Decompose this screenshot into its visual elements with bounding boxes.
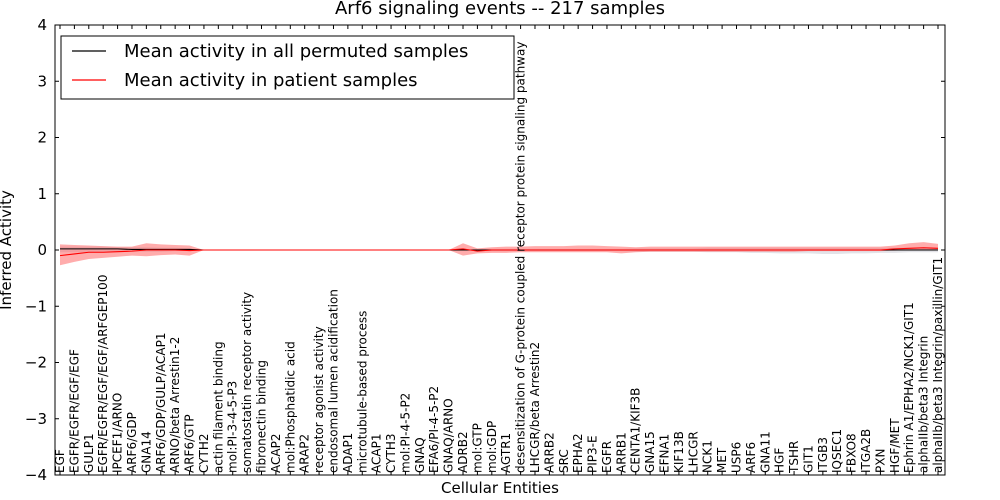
y-tick-label: 2 [37, 129, 47, 147]
category-label: EGF [53, 449, 67, 473]
category-label: GNAQ [413, 437, 427, 473]
chart-title: Arf6 signaling events -- 217 samples [335, 0, 665, 19]
category-label: ACAP1 [370, 434, 384, 473]
y-tick-label: −2 [25, 354, 47, 372]
category-label: SRC [557, 449, 571, 473]
category-label: AGTR1 [499, 433, 513, 473]
category-label: LHCGR/beta Arrestin2 [528, 342, 542, 473]
category-label: ARF6/GTP [183, 414, 197, 473]
category-label: PXN [873, 449, 887, 473]
y-tick-label: 3 [37, 72, 47, 90]
category-label: EGFR [600, 441, 614, 473]
category-label: ITGA2B [859, 429, 873, 473]
category-label: MET [715, 447, 729, 473]
category-label: USP6 [729, 442, 743, 473]
category-label: ACAP2 [269, 434, 283, 473]
category-label: actin filament binding [211, 341, 225, 473]
category-label: EGFR/EGFR/EGF/EGF/ARFGEP100 [96, 275, 110, 473]
category-label: microtubule-based process [355, 311, 369, 473]
category-label: fibronectin binding [255, 360, 269, 473]
category-label: desensitization of G-protein coupled rec… [514, 42, 528, 473]
legend-label-patient: Mean activity in patient samples [124, 70, 418, 91]
category-label: CYTH3 [384, 434, 398, 474]
category-label: LHCGR [686, 431, 700, 473]
category-label: IPCEF1/ARNO [111, 393, 125, 473]
category-label: GNA11 [758, 431, 772, 473]
category-label: ARRB1 [614, 432, 628, 473]
category-label: CYTH2 [197, 434, 211, 474]
category-label: GNA14 [139, 431, 153, 473]
category-label: PIP3-E [586, 435, 600, 473]
category-label: ARF6 [744, 442, 758, 473]
y-tick-label: 0 [37, 241, 47, 259]
category-label: EFA6/PI-4-5-P2 [427, 386, 441, 473]
series-line-patient [59, 247, 939, 257]
category-label: NCK1 [701, 440, 715, 473]
category-label: EFNA1 [658, 434, 672, 473]
y-tick-label: −3 [25, 410, 47, 428]
legend-label-permuted: Mean activity in all permuted samples [124, 41, 468, 62]
category-label: TSHR [787, 441, 801, 474]
category-label: mol:GTP [470, 423, 484, 473]
category-label: Ephrin A1/EPHA2/NCK1/GIT1 [902, 302, 916, 473]
category-label: ARF6/GDP/GULP/ACAP1 [154, 333, 168, 473]
category-label: KIF13B [672, 431, 686, 473]
legend-box [60, 35, 515, 100]
category-label: IQSEC1 [830, 429, 844, 473]
x-axis: EGF EGFR/EGFR/EGF/EGF GULP1 EGFR/EGFR/EGF/E… [53, 25, 945, 475]
category-label: FBXO8 [845, 433, 859, 473]
category-label: ITGB3 [816, 437, 830, 473]
category-label: ARNO/beta Arrestin1-2 [168, 337, 182, 473]
category-label: mol:Phosphatidic acid [283, 341, 297, 473]
category-label: ARRB2 [542, 432, 556, 473]
category-label: mol:PI-4-5-P2 [398, 393, 412, 473]
category-label: HGF [773, 448, 787, 473]
y-tick-label: 1 [37, 185, 47, 203]
x-axis-title: Cellular Entities [441, 479, 559, 497]
category-label: CENTA1/KIF3B [629, 388, 643, 473]
y-axis: −4 −3 −2 −1 0 1 2 3 4 [25, 16, 945, 484]
category-label: EPHA2 [571, 433, 585, 473]
legend: Mean activity in all permuted samples Me… [60, 35, 515, 100]
category-label: ARAP2 [298, 434, 312, 473]
y-axis-title: Inferred Activity [0, 190, 15, 310]
y-tick-label: −1 [25, 297, 47, 315]
y-tick-label: 4 [37, 16, 47, 34]
category-label: ADRB2 [456, 431, 470, 473]
category-label: GULP1 [82, 433, 96, 473]
category-label: endosomal lumen acidification [326, 289, 340, 473]
category-label: alphaIIb/beta3 Integrin/paxillin/GIT1 [931, 257, 945, 473]
category-label: mol:GDP [485, 421, 499, 473]
category-label: ARF6/GDP [125, 412, 139, 473]
category-label: HGF/MET [888, 418, 902, 473]
category-label: alphaIIb/beta3 Integrin [917, 336, 931, 473]
series-lines [59, 247, 939, 257]
category-label: receptor agonist activity [312, 326, 326, 473]
confidence-band-patient [60, 242, 938, 266]
category-label: mol:PI-3-4-5-P3 [226, 381, 240, 473]
category-label: GIT1 [801, 445, 815, 473]
category-label: GNAQ/ARNO [442, 398, 456, 473]
category-label: ADAP1 [341, 433, 355, 473]
category-label: GNA15 [643, 431, 657, 473]
y-tick-label: −4 [25, 466, 47, 484]
category-label: EGFR/EGFR/EGF/EGF [67, 349, 81, 473]
category-label: somatostatin receptor activity [240, 292, 254, 473]
